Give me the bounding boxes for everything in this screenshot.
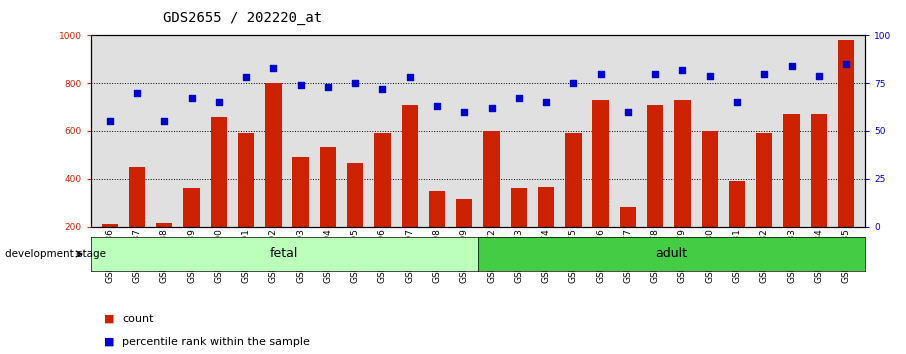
Text: fetal: fetal [270, 247, 298, 261]
Text: ■: ■ [104, 314, 115, 324]
Bar [538, 187, 554, 227]
Point [184, 96, 198, 101]
Point [485, 105, 499, 111]
Point [321, 84, 335, 90]
Point [457, 109, 471, 115]
Bar [293, 157, 309, 227]
Bar [484, 131, 500, 227]
Text: adult: adult [656, 247, 688, 261]
Point [157, 119, 171, 124]
Point [839, 61, 853, 67]
Bar [429, 191, 445, 227]
Point [429, 103, 444, 109]
Bar [347, 163, 363, 227]
Point [675, 67, 689, 73]
Point [294, 82, 308, 88]
Point [593, 71, 608, 76]
Bar [620, 207, 636, 227]
Point [730, 99, 745, 105]
Point [566, 80, 581, 86]
Bar [511, 188, 527, 227]
Point [648, 71, 662, 76]
Bar [156, 223, 172, 227]
Text: percentile rank within the sample: percentile rank within the sample [122, 337, 310, 347]
Bar [593, 100, 609, 227]
Bar [320, 147, 336, 227]
Bar [183, 188, 199, 227]
Bar [265, 83, 282, 227]
Bar [565, 133, 582, 227]
Text: development stage: development stage [5, 249, 105, 259]
Point [512, 96, 526, 101]
Text: GDS2655 / 202220_at: GDS2655 / 202220_at [163, 11, 323, 25]
Point [402, 75, 417, 80]
Bar [701, 131, 718, 227]
Point [812, 73, 826, 78]
Point [539, 99, 554, 105]
Bar [728, 181, 746, 227]
Point [375, 86, 390, 92]
Bar [238, 133, 255, 227]
Bar [129, 167, 145, 227]
Bar [101, 224, 118, 227]
Bar [210, 116, 227, 227]
Bar [674, 100, 690, 227]
Bar [401, 105, 418, 227]
Bar [374, 133, 390, 227]
Point [211, 99, 226, 105]
Bar [647, 105, 663, 227]
Bar [838, 40, 854, 227]
Point [239, 75, 254, 80]
Bar [757, 133, 773, 227]
Point [621, 109, 635, 115]
Bar [456, 199, 472, 227]
Point [757, 71, 772, 76]
Bar [784, 114, 800, 227]
Point [102, 119, 117, 124]
Point [785, 63, 799, 69]
Point [266, 65, 281, 71]
Point [702, 73, 717, 78]
Point [348, 80, 362, 86]
Bar [811, 114, 827, 227]
Point [130, 90, 144, 96]
Text: count: count [122, 314, 154, 324]
Text: ■: ■ [104, 337, 115, 347]
